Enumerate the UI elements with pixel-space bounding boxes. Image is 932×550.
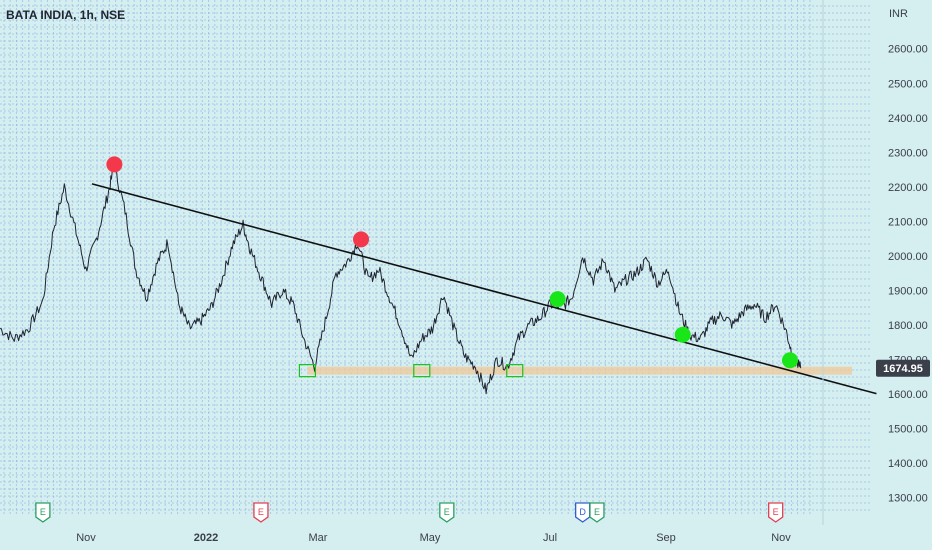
last-price-tag-bg [876,359,930,377]
currency-label: INR [889,8,908,20]
event-badge-label: E [40,507,46,517]
y-tick-label: 2500.00 [888,78,928,90]
x-tick-label: Sep [656,532,676,544]
event-badge-label: E [773,507,779,517]
event-badge-e [768,502,784,523]
trendline [91,183,877,395]
y-tick-label: 2600.00 [888,44,928,56]
touch-marker-green [674,326,691,343]
support-touch-box [298,364,317,378]
y-tick-label: 1900.00 [888,285,928,297]
support-touch-box [506,364,524,378]
last-price-tag: 1674.95 [876,359,930,377]
y-tick-label: 2000.00 [888,251,928,263]
event-badge-e [589,502,605,523]
grid [0,0,870,515]
y-tick-label: 1500.00 [888,424,928,436]
touch-marker-red [353,231,370,248]
trendline-layer [91,183,877,395]
event-badge-label: E [258,507,264,517]
support-band [307,366,852,375]
y-tick-label: 1600.00 [888,389,928,401]
y-tick-label: 1300.00 [888,493,928,505]
x-tick-label: May [420,532,441,544]
price-series-line [0,166,802,395]
event-badge-label: D [579,507,586,517]
event-badge-label: E [594,507,600,517]
y-tick-label: 1800.00 [888,320,928,332]
last-price-value: 1674.95 [883,363,923,375]
y-tick-label: 2200.00 [888,182,928,194]
event-badge-e [439,502,455,523]
y-tick-label: 2300.00 [888,147,928,159]
chart-title: BATA INDIA, 1h, NSE [6,8,125,22]
touch-marker-red [106,156,123,173]
touch-marker-green [549,291,566,308]
x-tick-label: Jul [543,532,557,544]
event-badge-e [253,502,269,523]
y-tick-label: 2400.00 [888,113,928,125]
event-badge-label: E [444,507,450,517]
event-badge-d [575,502,591,523]
y-tick-label: 2100.00 [888,216,928,228]
price-series-layer [0,166,802,395]
touch-marker-green [781,352,798,369]
support-band-layer [307,366,852,375]
y-tick-label: 1400.00 [888,458,928,470]
event-badge-e [35,502,51,523]
x-tick-label: 2022 [194,532,218,544]
support-touch-box [413,364,431,378]
x-tick-label: Mar [309,532,328,544]
x-tick-label: Nov [76,532,96,544]
touch-marker-layer [106,156,798,378]
x-tick-label: Nov [771,532,791,544]
